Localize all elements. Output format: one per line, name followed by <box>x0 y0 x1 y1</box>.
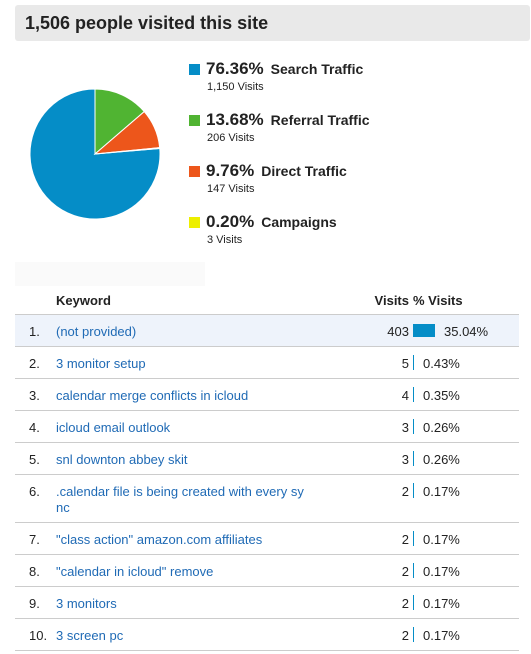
percent-bar <box>413 595 414 610</box>
direct-swatch <box>189 165 200 177</box>
row-number: 8. <box>29 564 40 579</box>
percent-bar <box>413 387 414 402</box>
percent-bar <box>413 483 414 498</box>
percent-visits-value: 0.17% <box>423 484 460 499</box>
table-row: 7. "class action" amazon.com affiliates 2 0… <box>15 523 519 555</box>
row-number: 6. <box>29 484 40 499</box>
table-row: 6. .calendar file is being created with e… <box>15 475 519 523</box>
keyword-link[interactable]: snl downton abbey skit <box>56 452 188 467</box>
keyword-link[interactable]: 3 screen pc <box>56 628 124 643</box>
percent-visits-value: 0.43% <box>423 356 460 371</box>
referral-label: Referral Traffic <box>270 112 370 128</box>
visits-value: 2 <box>401 628 409 643</box>
row-number: 10. <box>29 628 48 643</box>
keyword-link[interactable]: 3 monitor setup <box>56 356 146 371</box>
keyword-link[interactable]: "class action" amazon.com affiliates <box>56 532 263 547</box>
row-number: 2. <box>29 356 40 371</box>
keyword-link[interactable]: (not provided) <box>56 324 137 339</box>
keyword-table: Keyword Visits % Visits 1. (not provided)… <box>15 288 519 651</box>
percent-bar <box>413 627 414 642</box>
table-row: 2. 3 monitor setup 5 0.43% <box>15 347 519 379</box>
table-row: 4. icloud email outlook 3 0.26% <box>15 411 519 443</box>
direct-label: Direct Traffic <box>261 163 347 179</box>
legend-item-campaigns: 0.20% Campaigns 3 Visits <box>189 211 370 262</box>
percent-visits-value: 0.17% <box>423 532 460 547</box>
campaigns-visits: 3 Visits <box>207 234 243 246</box>
visits-value: 2 <box>401 532 409 547</box>
row-number: 9. <box>29 596 40 611</box>
row-number: 3. <box>29 388 40 403</box>
visits-value: 5 <box>401 356 409 371</box>
direct-percent: 9.76% <box>206 161 255 180</box>
referral-swatch <box>189 114 200 126</box>
campaigns-label: Campaigns <box>261 214 337 230</box>
table-row: 5. snl downton abbey skit 3 0.26% <box>15 443 519 475</box>
row-number: 1. <box>29 324 40 339</box>
pie-slice-search <box>29 88 161 220</box>
keyword-link[interactable]: "calendar in icloud" remove <box>56 564 214 579</box>
keyword-link[interactable]: .calendar file is being created with eve… <box>56 484 304 515</box>
table-row: 10. 3 screen pc 2 0.17% <box>15 619 519 651</box>
visits-column-header[interactable]: Visits <box>374 293 409 308</box>
direct-visits: 147 Visits <box>207 183 255 195</box>
legend-item-referral: 13.68% Referral Traffic 206 Visits <box>189 109 370 160</box>
keyword-column-header[interactable]: Keyword <box>56 293 111 308</box>
search-label: Search Traffic <box>270 61 364 77</box>
table-row: 8. "calendar in icloud" remove 2 0.17% <box>15 555 519 587</box>
table-body: 1. (not provided) 403 35.04% 2. 3 monitor set… <box>15 315 519 651</box>
pct-visits-column-header[interactable]: % Visits <box>413 293 463 308</box>
percent-visits-value: 35.04% <box>444 324 489 339</box>
percent-bar <box>413 531 414 546</box>
table-row: 3. calendar merge conflicts in icloud 4 0.3… <box>15 379 519 411</box>
keyword-link[interactable]: calendar merge conflicts in icloud <box>56 388 249 403</box>
pie-slice-campaigns <box>94 147 161 155</box>
visits-value: 2 <box>401 484 409 499</box>
campaigns-percent: 0.20% <box>206 212 255 231</box>
referral-visits: 206 Visits <box>207 132 255 144</box>
row-number: 7. <box>29 532 40 547</box>
percent-bar <box>413 419 414 434</box>
percent-visits-value: 0.17% <box>423 564 460 579</box>
table-row: 9. 3 monitors 2 0.17% <box>15 587 519 619</box>
search-visits: 1,150 Visits <box>207 81 264 93</box>
percent-visits-value: 0.26% <box>423 452 460 467</box>
summary-header: 1,506 people visited this site <box>15 5 530 41</box>
page-title: 1,506 people visited this site <box>25 13 269 33</box>
keyword-link[interactable]: icloud email outlook <box>56 420 171 435</box>
traffic-pie-chart <box>29 88 161 220</box>
placeholder-bar <box>15 262 205 286</box>
row-number: 4. <box>29 420 40 435</box>
legend-item-direct: 9.76% Direct Traffic 147 Visits <box>189 160 370 211</box>
search-percent: 76.36% <box>206 59 264 78</box>
percent-visits-value: 0.35% <box>423 388 460 403</box>
visits-value: 403 <box>387 324 409 339</box>
visits-value: 3 <box>401 452 409 467</box>
percent-bar <box>413 563 414 578</box>
pie-slice-referral <box>94 88 145 156</box>
percent-visits-value: 0.17% <box>423 596 460 611</box>
search-swatch <box>189 63 200 75</box>
visits-value: 3 <box>401 420 409 435</box>
percent-bar <box>413 355 414 370</box>
visits-value: 2 <box>401 596 409 611</box>
percent-bar <box>413 324 435 337</box>
traffic-legend: 76.36% Search Traffic 1,150 Visits 13.68… <box>189 58 370 262</box>
visits-value: 2 <box>401 564 409 579</box>
table-header: Keyword Visits % Visits <box>15 288 519 315</box>
table-row: 1. (not provided) 403 35.04% <box>15 315 519 347</box>
visits-value: 4 <box>401 388 409 403</box>
percent-bar <box>413 451 414 466</box>
keyword-link[interactable]: 3 monitors <box>56 596 117 611</box>
percent-visits-value: 0.17% <box>423 628 460 643</box>
row-number: 5. <box>29 452 40 467</box>
legend-item-search: 76.36% Search Traffic 1,150 Visits <box>189 58 370 109</box>
campaigns-swatch <box>189 216 200 228</box>
referral-percent: 13.68% <box>206 110 264 129</box>
percent-visits-value: 0.26% <box>423 420 460 435</box>
